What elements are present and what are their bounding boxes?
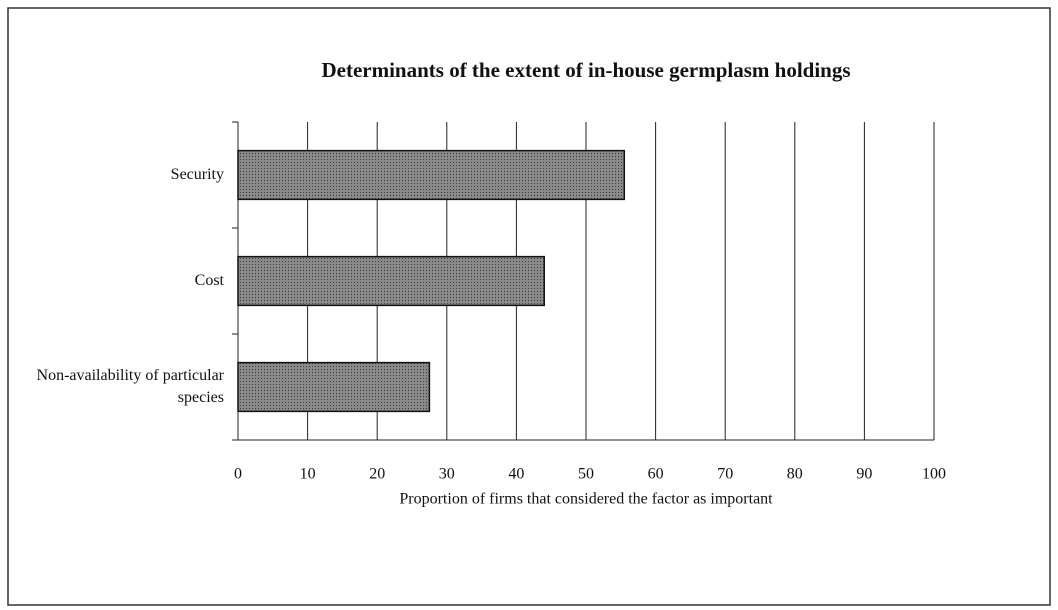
bar bbox=[237, 361, 431, 413]
x-tick-label: 30 bbox=[439, 466, 455, 483]
x-tick-label: 20 bbox=[369, 466, 385, 483]
x-tick-label: 90 bbox=[856, 466, 872, 483]
y-tick-label: Security bbox=[170, 166, 224, 183]
x-tick-label: 0 bbox=[234, 466, 242, 483]
x-tick-label: 60 bbox=[648, 466, 664, 483]
x-tick-label: 50 bbox=[578, 466, 594, 483]
x-axis-label: Proportion of firms that considered the … bbox=[399, 491, 773, 508]
x-tick-label: 40 bbox=[508, 466, 524, 483]
x-tick-label: 10 bbox=[300, 466, 316, 483]
x-tick-label: 80 bbox=[787, 466, 803, 483]
y-tick-label: Cost bbox=[194, 272, 224, 289]
y-tick-label: Non-availability of particular species bbox=[36, 367, 224, 406]
frame bbox=[7, 7, 1051, 606]
x-tick-label: 70 bbox=[717, 466, 733, 483]
bar bbox=[237, 149, 626, 201]
x-tick-label: 100 bbox=[922, 466, 946, 483]
chart-title: Determinants of the extent of in-house g… bbox=[321, 58, 850, 82]
bar bbox=[237, 255, 545, 307]
